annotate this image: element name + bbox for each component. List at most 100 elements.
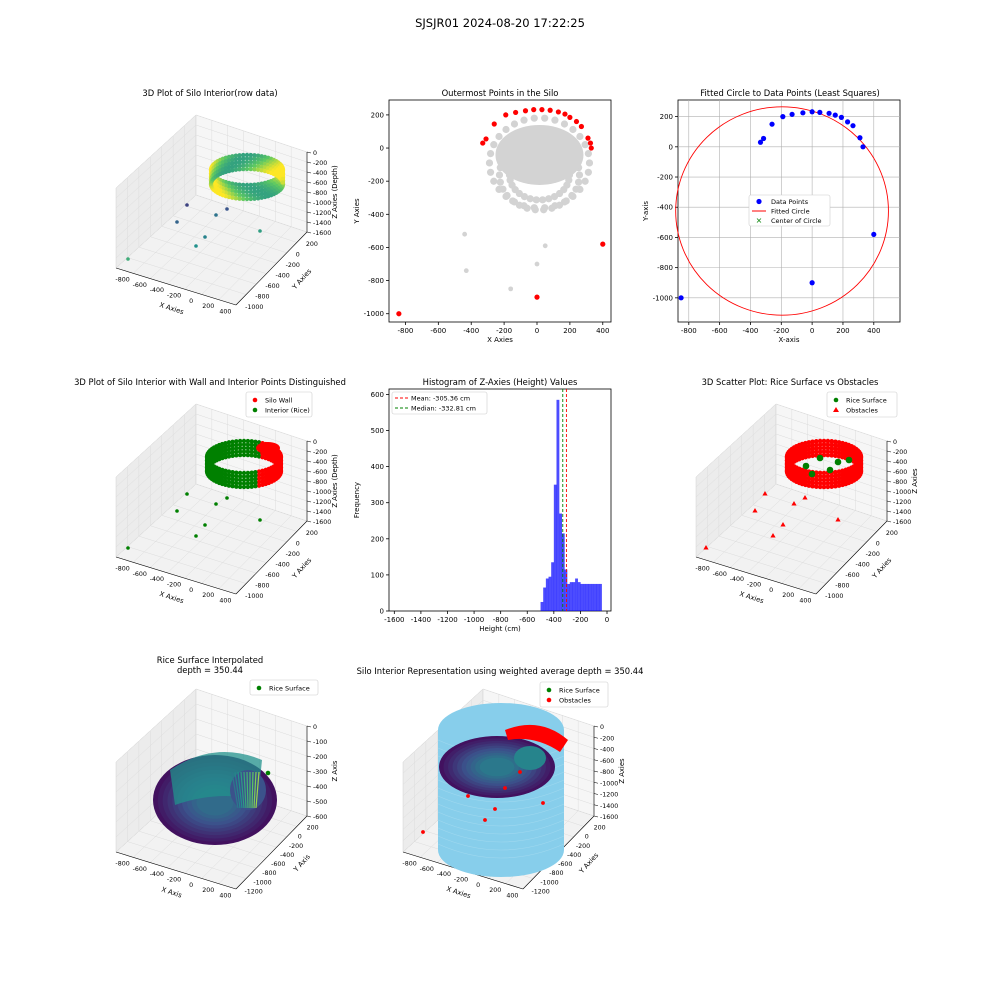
surface-point [262, 187, 268, 193]
cylinder-contour [437, 787, 565, 803]
legend-box [245, 391, 313, 418]
panel-7-xtick-label: 200 [202, 887, 214, 894]
panel-8-ztick-label: -800 [600, 769, 614, 776]
panel-1-grid [167, 210, 244, 285]
surface-point [255, 189, 261, 194]
surface-point [244, 193, 250, 198]
surface-point [230, 188, 235, 193]
panel-8-ztick [593, 748, 599, 750]
panel-1-xtick-label: -400 [150, 287, 164, 294]
surface-point [233, 182, 239, 187]
panel-1-ztick-label: -400 [313, 170, 327, 177]
gray-interior-point [515, 201, 524, 209]
panel-1-ztick [306, 151, 312, 154]
gray-interior-point [532, 196, 540, 204]
panel-8-xlabel: X Axies [445, 885, 472, 901]
gray-interior-point [569, 125, 577, 134]
panel-8-ztick-label: -1600 [600, 814, 618, 821]
obstacle-point [814, 449, 819, 455]
histogram-bar [591, 583, 594, 611]
outermost-point [547, 107, 553, 113]
panel-7-zgrid [115, 688, 308, 763]
histogram-bar [569, 582, 573, 611]
surface-point [237, 192, 242, 198]
surface-point [255, 153, 261, 158]
panel-6-ytick-label: 200 [886, 530, 898, 537]
obstacle-point [810, 442, 815, 448]
surface-point [226, 161, 232, 167]
data-point [769, 121, 775, 127]
histogram-bar [577, 582, 581, 611]
panel-3-legend: Data Points Fitted Circle × Center of Circl… [748, 194, 831, 227]
surface-point [259, 192, 264, 197]
surface-point [237, 182, 242, 187]
panel-7-xtick-label: -600 [133, 866, 147, 873]
panel-4-ztick [306, 440, 312, 443]
panel-7-ytick-label: 200 [307, 825, 319, 832]
panel-7-xtick-label: 0 [189, 882, 193, 889]
panel-6-grid [764, 504, 840, 579]
surface-point [252, 196, 257, 201]
obstacle-point [810, 449, 815, 455]
gray-interior-point [509, 197, 517, 205]
panel-5-ytick-label: 500 [371, 427, 384, 435]
panel-6-xtick-label: -400 [730, 576, 744, 583]
panel-7-ztick [306, 725, 312, 728]
surface-point [255, 160, 261, 165]
obstacle-point [829, 446, 834, 451]
panel-6-xtick-label: -800 [695, 566, 709, 573]
panel-4-ztick-label: -400 [313, 459, 327, 466]
surface-point [259, 185, 264, 190]
panel-5-xtick-label: -200 [572, 616, 588, 624]
panel-4-ztick-label: -600 [313, 469, 327, 476]
gray-interior-point [490, 141, 498, 149]
rice-surface-point [845, 456, 853, 464]
panel-4-ztick-label: -1400 [313, 509, 331, 516]
data-point [850, 123, 856, 129]
rice-surface-peak [514, 746, 546, 770]
obstacle-point [806, 450, 812, 456]
obstacle-point [810, 476, 815, 482]
rice-surface-point [808, 470, 816, 478]
surface-point [233, 153, 239, 158]
panel-6-zgrid [695, 403, 888, 478]
surface-point [233, 167, 239, 172]
panel-7-ztick-label: 0 [313, 724, 317, 731]
panel-8-ztick [593, 725, 599, 728]
panel-6-grid [747, 499, 824, 574]
surface-point [259, 161, 264, 166]
gray-interior-point [540, 206, 548, 214]
obstacle-point [814, 439, 819, 444]
histogram-bar [583, 583, 586, 611]
legend-label-data-points: Data Points [771, 198, 809, 206]
panel-4-grid [127, 546, 247, 584]
panel-4-xtick-label: -200 [167, 582, 181, 589]
surface-spike [234, 771, 241, 809]
panel-4-ztick [306, 460, 312, 463]
gray-interior-point [539, 196, 547, 204]
panel-7-ztick [306, 755, 312, 758]
cylinder-contour [437, 843, 565, 859]
interior-point [230, 439, 235, 444]
legend-label-mean: Mean: -305.36 cm [411, 395, 470, 403]
surface-point [237, 160, 242, 165]
interior-point [226, 476, 232, 481]
panel-4-xtick-label: -800 [115, 566, 129, 573]
panel-8-ztick [593, 815, 599, 818]
panel-6-xtick-label: -200 [747, 582, 761, 589]
panel-5-xtick-label: 0 [605, 616, 609, 624]
panel-6-grid [707, 546, 827, 584]
panel-2-xtick-label: 400 [596, 327, 609, 335]
surface-point [244, 182, 250, 188]
interior-point [226, 479, 232, 485]
interior-point [256, 483, 262, 488]
interior-point [253, 477, 258, 482]
panel-8-ztick-label: 0 [600, 724, 604, 731]
interior-point [226, 447, 232, 452]
obstacle-marker [780, 522, 786, 527]
panel-4-ztick-label: -1200 [313, 499, 331, 506]
gray-interior-point [581, 141, 589, 149]
gray-interior-point [486, 149, 495, 158]
panel-2-ytick-label: 200 [371, 111, 384, 119]
interior-point [256, 476, 262, 481]
